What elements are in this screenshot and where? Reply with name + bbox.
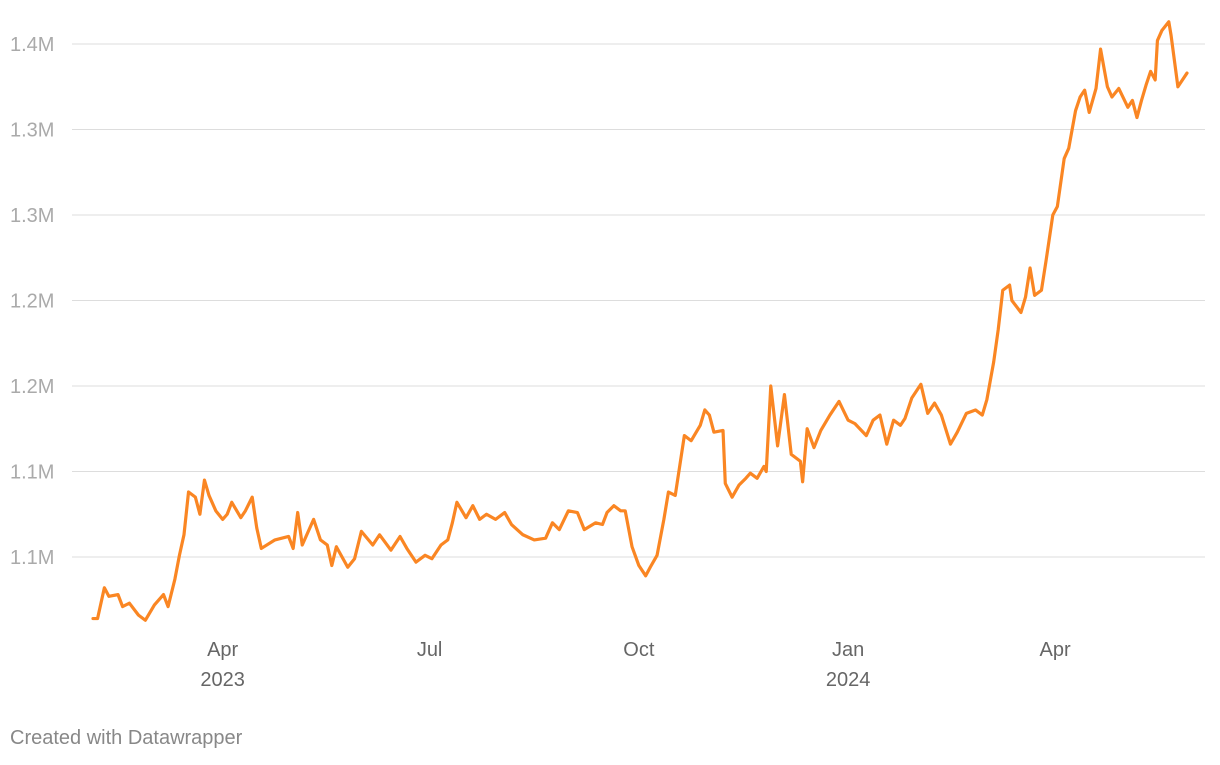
y-tick-label: 1.3M [10, 120, 54, 142]
y-tick-label: 1.3M [10, 205, 54, 227]
x-tick-label: Oct [623, 639, 655, 661]
x-tick-year: 2023 [200, 669, 245, 691]
x-tick-label: Jul [417, 639, 443, 661]
x-tick-label: Jan [832, 639, 864, 661]
y-tick-label: 1.1M [10, 547, 54, 569]
y-tick-label: 1.1M [10, 462, 54, 484]
line [91, 20, 1189, 622]
credit: Created with Datawrapper [10, 727, 243, 749]
y-tick-label: 1.2M [10, 291, 54, 313]
x-tick-label: Apr [1040, 639, 1071, 661]
y-tick-label: 1.4M [10, 34, 54, 56]
x-tick-year: 2024 [826, 669, 871, 691]
y-tick-label: 1.2M [10, 376, 54, 398]
x-tick-label: Apr [207, 639, 238, 661]
